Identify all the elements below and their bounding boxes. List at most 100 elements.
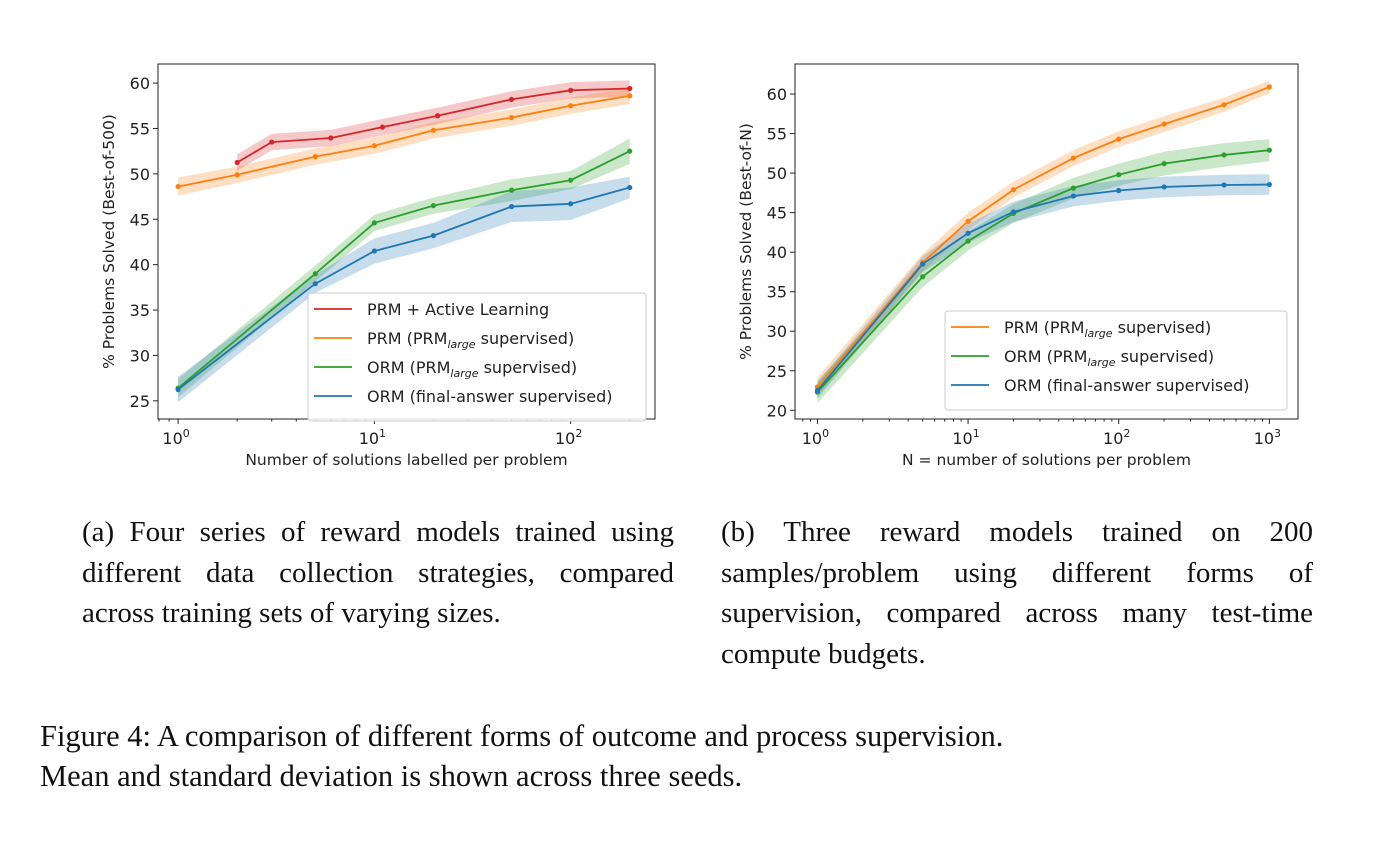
chart-b: 100 101 102 103 20 25 30 35 40 45 50 55 60 N = number… — [737, 63, 1299, 469]
chart-a: 100 101 102 25 30 35 40 45 50 55 60 Number of solut… — [100, 63, 656, 469]
subcaption-a: (a) Four series of reward models trained… — [82, 516, 674, 629]
data-point — [1070, 185, 1076, 191]
y-tick-label: 45 — [130, 210, 150, 229]
subcaption-b: (b) Three reward models trained on 200 s… — [721, 516, 1313, 670]
data-point — [627, 148, 633, 154]
data-point — [1266, 147, 1272, 153]
data-point — [234, 159, 240, 166]
data-point — [814, 387, 821, 394]
data-point — [568, 177, 574, 183]
data-point — [371, 248, 377, 254]
legend: PRM + Active Learning PRM (PRMlarge super… — [307, 292, 647, 422]
data-point — [1266, 84, 1272, 90]
figure-caption: Figure 4: A comparison of different form… — [40, 716, 1360, 796]
y-tick-label: 35 — [767, 283, 787, 302]
data-point — [175, 386, 181, 393]
data-point — [175, 183, 181, 190]
y-tick-label: 20 — [767, 401, 787, 420]
y-tick-label: 50 — [130, 165, 150, 184]
data-point — [627, 93, 633, 99]
y-tick-label: 40 — [130, 256, 150, 275]
data-point — [312, 271, 318, 277]
data-point — [1010, 209, 1017, 215]
data-point — [965, 230, 971, 236]
data-point — [1161, 121, 1167, 127]
legend-label-1: PRM (PRMlarge supervised) — [367, 329, 574, 351]
y-axis-label: % Problems Solved (Best-of-N) — [737, 123, 755, 360]
data-point — [568, 201, 574, 207]
x-tick-label: 103 — [1254, 427, 1281, 448]
y-tick-label: 45 — [767, 204, 787, 223]
y-tick-label: 55 — [767, 125, 787, 144]
y-tick-label: 50 — [767, 164, 787, 183]
data-point — [1161, 184, 1167, 190]
legend-label-3: ORM (final-answer supervised) — [367, 387, 613, 406]
data-point — [568, 103, 574, 109]
data-point — [1221, 182, 1227, 188]
legend-label-0: PRM + Active Learning — [367, 300, 549, 319]
data-point — [371, 143, 377, 149]
x-tick-label: 102 — [555, 427, 582, 448]
legend-label-0: PRM (PRMlarge supervised) — [1004, 318, 1211, 340]
data-point — [1221, 152, 1227, 158]
data-point — [430, 232, 437, 239]
data-point — [508, 187, 515, 193]
legend-label-2: ORM (final-answer supervised) — [1004, 376, 1250, 395]
data-point — [1070, 155, 1076, 161]
figure-charts: 100 101 102 25 30 35 40 45 50 55 60 Number of solut… — [100, 63, 1299, 469]
x-axis-label: Number of solutions labelled per problem — [245, 451, 567, 469]
y-tick-label: 40 — [767, 243, 787, 262]
data-point — [920, 274, 926, 280]
data-point — [435, 113, 441, 119]
data-point — [920, 261, 926, 267]
y-tick-label: 60 — [130, 74, 150, 93]
axes-frame — [794, 63, 1299, 420]
x-tick-label: 100 — [802, 427, 829, 448]
data-point — [430, 127, 437, 133]
std-band-1 — [178, 87, 630, 196]
data-point — [379, 124, 386, 130]
series-line-1 — [177, 94, 630, 188]
data-point — [1116, 172, 1122, 178]
data-point — [508, 203, 515, 210]
legend-frame — [307, 292, 647, 422]
data-point — [508, 114, 515, 121]
y-tick-label: 35 — [130, 301, 150, 320]
data-point — [312, 154, 318, 160]
data-point — [965, 218, 971, 224]
data-point — [328, 135, 334, 141]
y-tick-label: 60 — [767, 85, 787, 104]
data-point — [312, 281, 318, 287]
y-tick-label: 30 — [130, 346, 150, 365]
x-tick-label: 102 — [1103, 427, 1130, 448]
legend-label-2: ORM (PRMlarge supervised) — [367, 358, 577, 380]
data-point — [965, 238, 971, 244]
data-point — [1161, 161, 1167, 167]
legend-label-1: ORM (PRMlarge supervised) — [1004, 347, 1214, 369]
data-point — [627, 85, 633, 92]
std-band-2 — [817, 174, 1270, 399]
y-tick-label: 55 — [130, 119, 150, 138]
data-point — [1266, 181, 1272, 188]
x-tick-label: 100 — [162, 427, 189, 448]
figure-caption-line-1: Figure 4: A comparison of different form… — [40, 719, 1004, 753]
y-tick-label: 30 — [767, 322, 787, 341]
data-point — [508, 96, 515, 103]
figure-caption-line-2: Mean and standard deviation is shown acr… — [40, 759, 743, 793]
y-tick-label: 25 — [767, 362, 787, 381]
data-point — [1070, 193, 1076, 199]
data-point — [1010, 187, 1017, 193]
data-point — [568, 87, 574, 93]
y-tick-label: 25 — [130, 392, 150, 411]
x-axis-label: N = number of solutions per problem — [902, 451, 1191, 469]
std-band-2 — [178, 138, 630, 398]
std-band-0 — [237, 80, 630, 171]
x-tick-label: 101 — [952, 427, 979, 448]
y-axis-label: % Problems Solved (Best-of-500) — [100, 114, 118, 369]
series-line-0 — [236, 87, 630, 164]
data-point — [234, 172, 240, 178]
data-point — [269, 139, 275, 145]
data-point — [627, 184, 633, 191]
data-point — [371, 220, 377, 226]
data-point — [1221, 102, 1227, 108]
